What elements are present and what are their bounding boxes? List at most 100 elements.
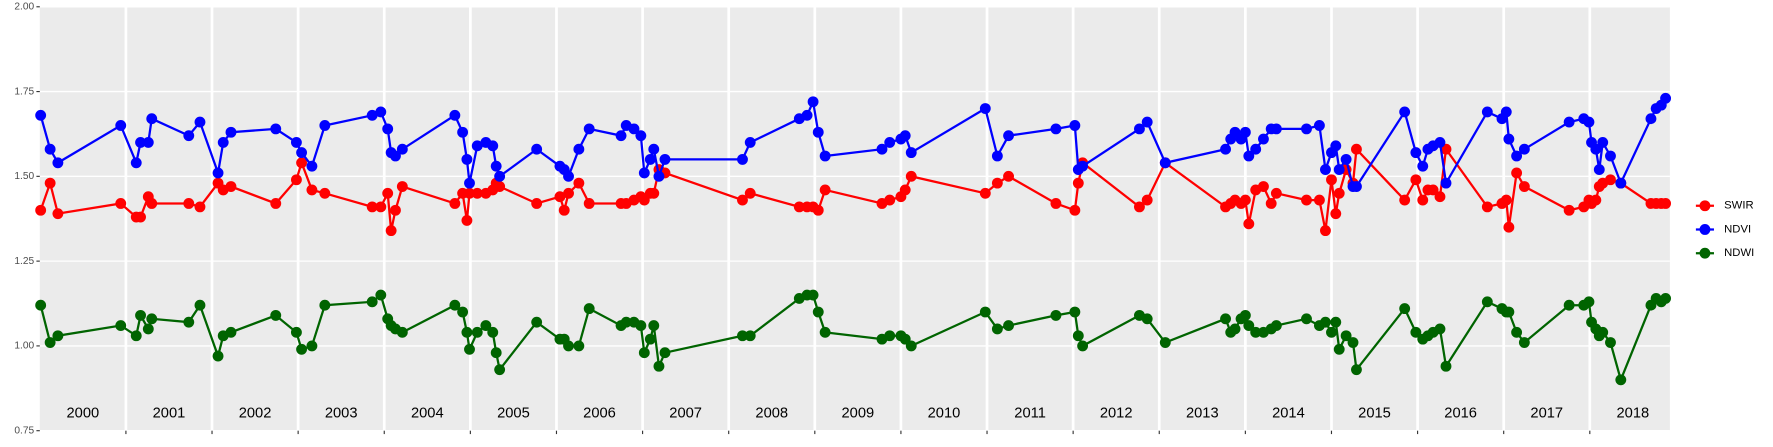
point [648,320,660,331]
point [1069,120,1081,131]
year-label: 2013 [1186,406,1219,422]
point [1243,320,1255,331]
point [1333,187,1345,199]
point [375,289,387,301]
point [1003,130,1014,142]
point [819,184,831,196]
point [461,153,473,165]
panel [39,6,1670,431]
point [1434,323,1446,335]
y-tick-label: 2.00 [14,1,34,12]
point [115,320,127,331]
point [1326,174,1337,186]
point [744,187,756,199]
point [366,296,378,308]
point [471,187,483,199]
point [991,150,1003,162]
point [1503,306,1515,318]
legend-label: NDVI [1724,223,1751,235]
point [194,299,206,311]
point [1590,143,1602,155]
point [1434,137,1446,148]
point [615,130,627,142]
point [396,143,408,155]
point [1605,337,1616,348]
point [1159,157,1171,169]
point [1326,326,1337,338]
legend-label: NDWI [1724,247,1754,259]
point [1270,123,1282,135]
point [1503,221,1515,233]
point [583,123,595,135]
point [366,201,378,213]
point [1503,133,1515,145]
point [905,170,917,182]
point [1333,343,1345,355]
point [1069,306,1081,318]
point [449,299,461,311]
point [653,360,665,372]
point [1243,150,1255,162]
point [1270,187,1282,199]
point [130,157,142,169]
point [819,326,831,338]
point [583,198,595,209]
point [744,137,756,148]
point [296,343,308,355]
point [991,177,1003,189]
point [1265,198,1277,209]
point [1660,92,1672,104]
point [290,326,302,338]
point [573,340,585,352]
point [1481,201,1493,213]
point [1590,194,1602,206]
point [1301,123,1312,135]
year-label: 2003 [325,406,358,422]
point [296,147,308,159]
point [1270,320,1282,331]
point [1313,194,1325,206]
point [1597,326,1609,338]
point [1077,160,1089,172]
point [1330,140,1342,152]
point [884,330,896,342]
point [146,313,158,325]
point [628,123,640,135]
point [1243,218,1255,230]
point [1518,143,1530,155]
point [1583,296,1595,308]
point [290,137,302,148]
point [1301,313,1312,325]
point [1351,181,1362,192]
point [319,120,331,131]
point [270,309,282,321]
year-label: 2005 [497,406,530,422]
point [319,299,331,311]
point [1500,194,1512,206]
point [659,153,671,165]
point [1563,299,1575,311]
point [385,225,397,237]
point [464,177,475,189]
point [1003,320,1014,331]
point [487,140,499,152]
point [812,126,824,138]
point [1417,160,1429,172]
point [135,309,146,321]
point [461,326,473,338]
point [793,201,805,213]
point [638,167,650,179]
year-label: 2008 [755,406,788,422]
point [531,143,543,155]
legend-key [1699,247,1711,259]
point [737,153,748,165]
point [905,340,917,352]
point [494,364,506,376]
year-label: 2002 [239,406,272,422]
point [737,330,748,342]
point [52,157,64,169]
point [1313,120,1325,131]
point [1072,330,1084,342]
point [635,130,647,142]
point [1481,106,1493,118]
